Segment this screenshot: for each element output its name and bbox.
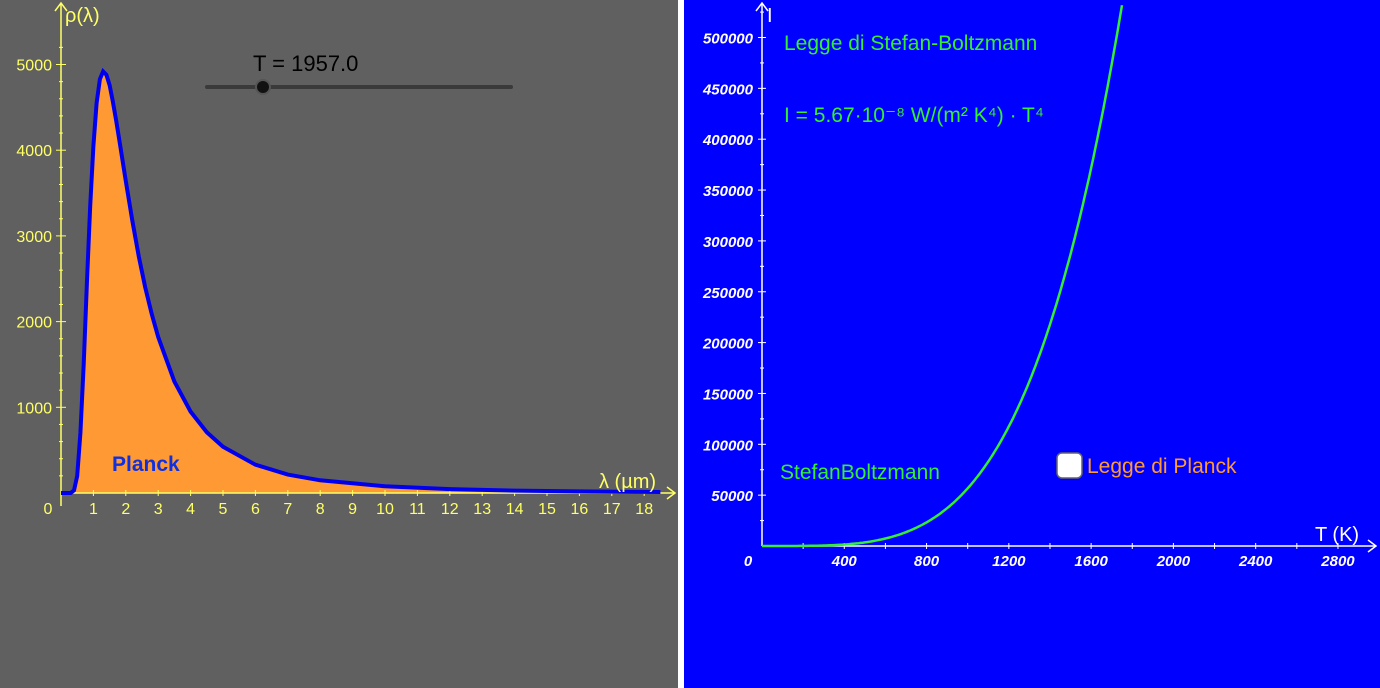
stefan-boltzmann-formula: I = 5.67·10⁻⁸ W/(m² K⁴) · T⁴ xyxy=(784,104,1044,127)
x-tick-label: 15 xyxy=(538,501,556,518)
intensity-tick-label: 50000 xyxy=(711,488,753,505)
planck-area-fill xyxy=(61,71,661,494)
x-tick-label: 1 xyxy=(89,501,98,518)
temperature-tick-label: 1200 xyxy=(992,553,1026,570)
y-tick-label: 3000 xyxy=(16,229,52,246)
x-tick-label: 11 xyxy=(409,501,426,518)
x-tick-label: 2 xyxy=(121,501,130,518)
temperature-tick-label: 1600 xyxy=(1074,553,1108,570)
stefan-boltzmann-title: Legge di Stefan-Boltzmann xyxy=(784,32,1037,55)
intensity-axis-arrow xyxy=(755,1,769,12)
intensity-tick-label: 500000 xyxy=(703,31,754,48)
intensity-tick-label: 250000 xyxy=(702,285,754,302)
temperature-tick-label: 800 xyxy=(914,553,940,570)
y-axis-label-intensity: I xyxy=(767,5,773,27)
y-tick-label: 2000 xyxy=(16,315,52,332)
x-tick-label: 4 xyxy=(186,501,195,518)
intensity-tick-label: 300000 xyxy=(703,234,754,251)
x-tick-label: 17 xyxy=(603,501,621,518)
planck-chart[interactable]: 0 1 2 3 4 5 6 7 8 9 10 11 12 13 14 15 16 17 18100020003000… xyxy=(0,0,678,688)
x-tick-label: 6 xyxy=(251,501,260,518)
stefan-boltzmann-tick-labels: 0 400 800 1200 1600 2000 2400 2800 50000 100000 15… xyxy=(702,31,1355,571)
intensity-tick-label: 400000 xyxy=(702,132,754,149)
y-tick-label: 5000 xyxy=(16,58,52,75)
temperature-tick-label: 0 xyxy=(744,553,753,570)
x-tick-label: 16 xyxy=(571,501,589,518)
temperature-axis-arrow xyxy=(1367,539,1378,553)
x-tick-label: 13 xyxy=(473,501,491,518)
temperature-slider[interactable]: T = 1957.0 xyxy=(205,51,513,95)
intensity-tick-label: 450000 xyxy=(702,81,754,98)
slider-label: T = 1957.0 xyxy=(253,51,358,76)
planck-graph-panel[interactable]: 0 1 2 3 4 5 6 7 8 9 10 11 12 13 14 15 16 17 18 1000 2000 3000… xyxy=(0,0,678,688)
checkbox-box[interactable] xyxy=(1056,452,1083,479)
planck-curve[interactable] xyxy=(61,67,661,495)
stefan-boltzmann-curve[interactable] xyxy=(762,4,1124,548)
y-tick-label: 1000 xyxy=(16,400,52,417)
stefan-boltzmann-graph-panel[interactable]: 0 400 800 1200 1600 2000 2400 2800 50000 100000 15… xyxy=(684,0,1380,688)
x-axis-label-temperature: T (K) xyxy=(1315,524,1359,546)
temperature-tick-label: 2000 xyxy=(1156,553,1191,570)
slider-handle[interactable] xyxy=(255,79,271,95)
x-axis-label: λ (µm) xyxy=(599,471,656,493)
temperature-tick-label: 400 xyxy=(831,553,858,570)
y-tick-label: 4000 xyxy=(16,143,52,160)
temperature-tick-label: 2400 xyxy=(1238,553,1273,570)
stefan-boltzmann-curve-label: StefanBoltzmann xyxy=(780,461,940,484)
y-axis-arrow xyxy=(54,1,68,12)
x-tick-label: 18 xyxy=(635,501,653,518)
x-tick-label: 7 xyxy=(283,501,292,518)
x-tick-label: 8 xyxy=(316,501,325,518)
x-tick-label: 0 xyxy=(44,501,53,518)
x-tick-label: 10 xyxy=(376,501,394,518)
x-axis-arrow xyxy=(666,486,677,500)
stefan-boltzmann-chart[interactable]: 0 400 800 1200 1600 2000 2400 2800 50000 100000 15… xyxy=(684,0,1380,688)
x-tick-label: 3 xyxy=(154,501,163,518)
x-tick-label: 14 xyxy=(506,501,524,518)
x-tick-label: 12 xyxy=(441,501,459,518)
x-tick-label: 5 xyxy=(219,501,228,518)
stefan-boltzmann-axes xyxy=(755,1,1378,553)
intensity-tick-label: 350000 xyxy=(703,183,754,200)
y-axis-label: ρ(λ) xyxy=(65,5,100,27)
planck-tick-labels: 0 1 2 3 4 5 6 7 8 9 10 11 12 13 14 15 16 17 18100020003000… xyxy=(16,58,653,519)
checkbox-label[interactable]: Legge di Planck xyxy=(1087,455,1237,478)
planck-curve-label: Planck xyxy=(112,453,180,476)
planck-law-checkbox[interactable]: Legge di Planck xyxy=(1056,452,1237,479)
stefan-boltzmann-chart-background xyxy=(684,0,1380,688)
intensity-tick-label: 150000 xyxy=(703,386,754,403)
temperature-tick-label: 2800 xyxy=(1320,553,1355,570)
intensity-tick-label: 100000 xyxy=(703,437,754,454)
x-tick-label: 9 xyxy=(348,501,357,518)
intensity-tick-label: 200000 xyxy=(702,336,754,353)
